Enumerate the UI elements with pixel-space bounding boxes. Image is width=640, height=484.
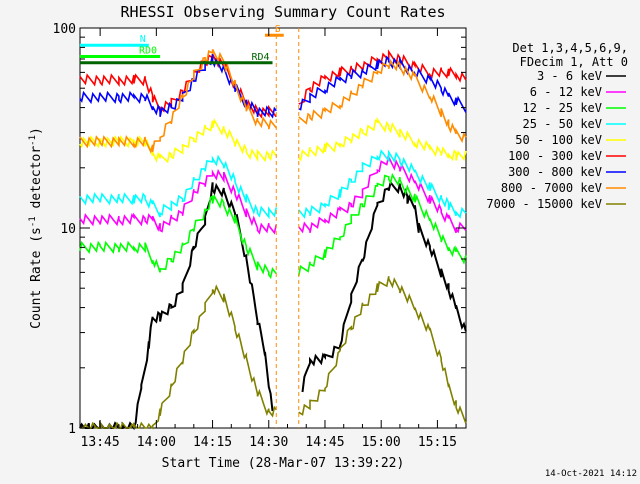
annotation-label-n: N <box>140 34 146 45</box>
series-layer <box>79 49 467 431</box>
series-line-12-25-kev-seg-1 <box>297 172 467 277</box>
y-tick-label-1: 10 <box>60 222 76 237</box>
series-line-50-100-kev-seg-0 <box>79 118 277 164</box>
legend-label-6: 300 - 800 keV <box>508 165 602 179</box>
y-label-part-1: Count Rate (s <box>29 227 44 329</box>
series-line-7000-15000-kev-seg-0 <box>79 284 277 430</box>
x-tick-label-3: 14:30 <box>249 435 288 450</box>
y-label-part-3: ) <box>29 127 44 135</box>
annotation-label-rd0: RD0 <box>139 46 157 57</box>
legend-label-5: 100 - 300 keV <box>508 149 602 163</box>
y-axis-label: Count Rate (s-1 detector-1) <box>28 127 44 329</box>
x-tick-label-6: 15:15 <box>418 435 457 450</box>
legend-label-4: 50 - 100 keV <box>515 133 602 147</box>
footer-date: 14-Oct-2021 14:12 <box>545 469 637 479</box>
series-line-800-7000-kev-seg-0 <box>79 49 277 154</box>
chart-title: RHESSI Observing Summary Count Rates <box>120 3 445 21</box>
y-tick-label-0: 1 <box>68 422 76 437</box>
x-tick-label-1: 14:00 <box>137 435 176 450</box>
series-line-25-50-kev-seg-1 <box>298 149 467 219</box>
series-line-100-300-kev-seg-1 <box>298 49 467 105</box>
series-line-12-25-kev-seg-0 <box>79 193 277 280</box>
x-tick-label-0: 13:45 <box>81 435 120 450</box>
legend-label-2: 12 - 25 keV <box>523 101 602 115</box>
series-line-6-12-kev-seg-0 <box>79 168 278 235</box>
series-line-50-100-kev-seg-1 <box>298 116 467 162</box>
annotation-label-rd4: RD4 <box>251 52 269 63</box>
legend-header-line-1: FDecim 1, Att 0 <box>520 55 628 69</box>
x-tick-label-4: 14:45 <box>305 435 344 450</box>
y-label-sup-1: -1 <box>28 216 38 227</box>
x-tick-label-5: 15:00 <box>362 435 401 450</box>
legend-label-1: 6 - 12 keV <box>530 85 602 99</box>
legend-header-line-0: Det 1,3,4,5,6,9, <box>512 41 628 55</box>
legend: Det 1,3,4,5,6,9,FDecim 1, Att 03 - 6 keV… <box>486 41 628 211</box>
series-line-25-50-kev-seg-0 <box>79 154 278 220</box>
series-line-3-6-kev-seg-1 <box>301 180 467 393</box>
series-line-7000-15000-kev-seg-1 <box>298 276 467 424</box>
y-label-sup-2: -1 <box>28 135 38 146</box>
annotation-label-s: S <box>275 24 281 35</box>
plot-area <box>79 27 467 429</box>
x-tick-label-2: 14:15 <box>193 435 232 450</box>
series-line-6-12-kev-seg-1 <box>298 154 467 234</box>
series-line-800-7000-kev-seg-1 <box>298 58 467 144</box>
legend-label-7: 800 - 7000 keV <box>501 181 602 195</box>
y-label-part-2: detector <box>29 146 44 217</box>
axis-layer: 13:45 14:00 14:15 14:30 14:45 15:00 15:15 1 10 10… <box>53 22 466 450</box>
legend-label-0: 3 - 6 keV <box>537 69 602 83</box>
y-tick-label-2: 100 <box>53 22 76 37</box>
legend-label-3: 25 - 50 keV <box>523 117 602 131</box>
svg-text:Count Rate (s-1 detector-1): Count Rate (s-1 detector-1) <box>28 127 44 329</box>
legend-label-8: 7000 - 15000 keV <box>486 197 602 211</box>
x-axis-label: Start Time (28-Mar-07 13:39:22) <box>162 456 405 471</box>
